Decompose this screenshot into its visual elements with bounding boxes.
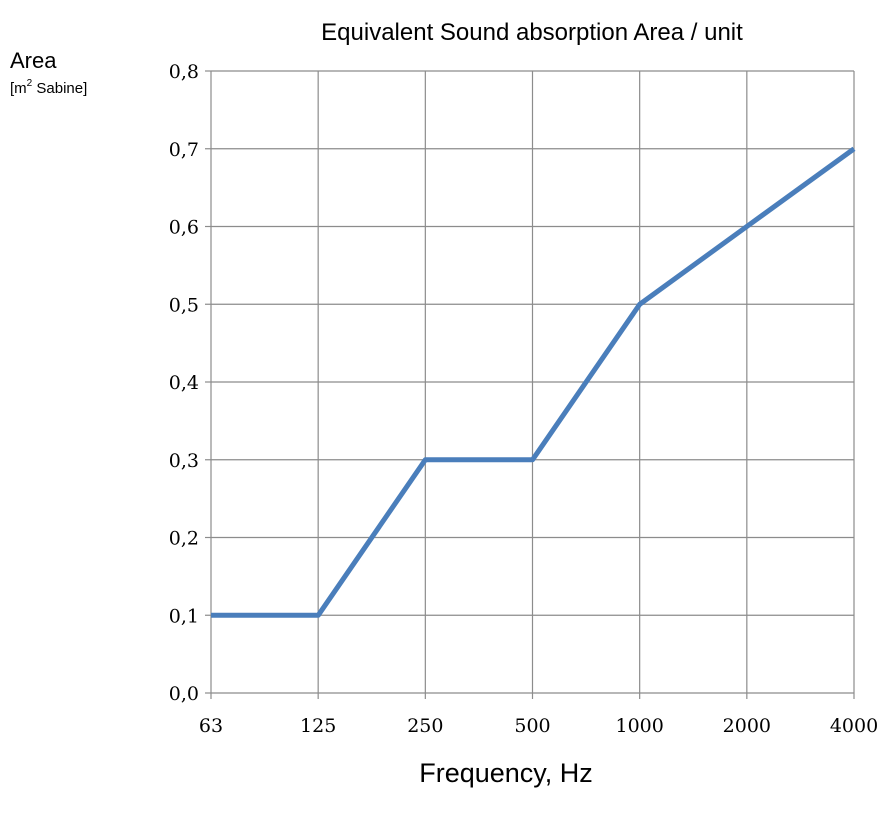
x-tick-label: 500 [514, 715, 550, 737]
series-line [211, 146, 856, 618]
x-tick-label: 1000 [615, 715, 663, 737]
x-tick-label: 2000 [723, 715, 771, 737]
y-axis-label: Area [10, 48, 57, 73]
y-axis-unit-prefix: [m [10, 80, 27, 97]
x-axis-ticks: 63 125 250 500 1000 2000 4000 [199, 693, 878, 737]
x-tick-label: 4000 [830, 715, 878, 737]
x-axis-label: Frequency, Hz [419, 758, 593, 788]
y-tick-label: 0,6 [169, 217, 199, 239]
y-tick-label: 0,7 [169, 139, 199, 161]
y-tick-label: 0,2 [169, 528, 199, 550]
y-axis-unit-superscript: 2 [27, 78, 33, 89]
y-axis-ticks: 0,0 0,1 0,2 0,3 0,4 0,5 0,6 0,7 0,8 [169, 61, 211, 705]
y-tick-label: 0,5 [169, 294, 199, 316]
x-tick-label: 125 [300, 715, 336, 737]
y-tick-label: 0,4 [169, 372, 199, 394]
x-tick-label: 250 [407, 715, 443, 737]
series-group [211, 146, 856, 618]
y-tick-label: 0,1 [169, 605, 199, 627]
y-axis-unit-suffix: Sabine] [32, 80, 87, 97]
y-axis-unit: [m2 Sabine] [10, 78, 87, 97]
chart-title: Equivalent Sound absorption Area / unit [321, 19, 743, 46]
grid [211, 70, 855, 693]
y-tick-label: 0,0 [169, 683, 199, 705]
y-tick-label: 0,8 [169, 61, 199, 83]
x-tick-label: 63 [199, 715, 223, 737]
y-tick-label: 0,3 [169, 450, 199, 472]
